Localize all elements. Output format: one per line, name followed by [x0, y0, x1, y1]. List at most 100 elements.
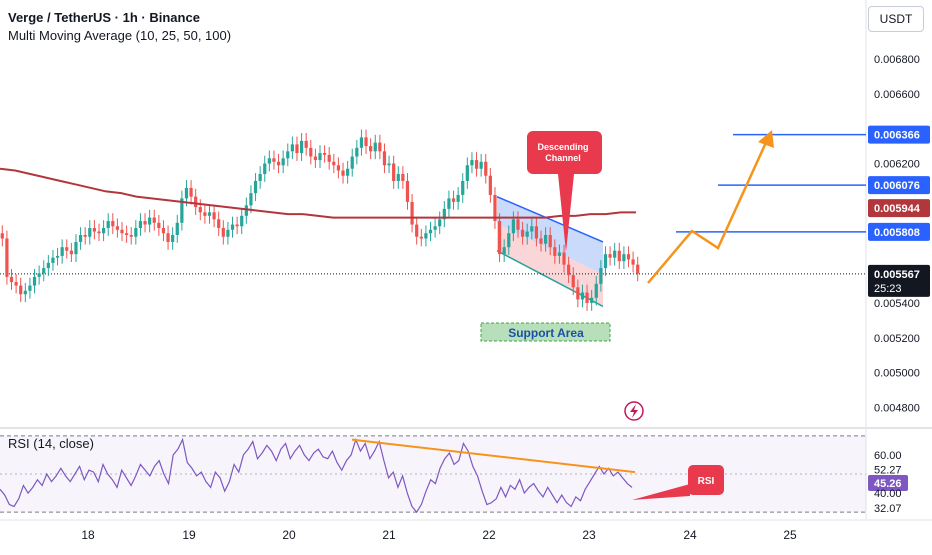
candle-body: [355, 147, 359, 157]
candle-body: [249, 193, 253, 206]
y-tick-label: 0.005000: [874, 368, 920, 380]
candle-body: [544, 235, 548, 244]
symbol-title[interactable]: Verge / TetherUS · 1h · Binance: [8, 10, 200, 25]
candle-body: [78, 235, 83, 242]
candle-body: [221, 228, 225, 237]
candle-body: [313, 156, 318, 161]
candle-body: [608, 254, 612, 258]
candle-body: [88, 228, 92, 237]
moving-average-line: [0, 167, 636, 219]
callout-label: Descending: [537, 142, 588, 152]
projection-path: [647, 137, 770, 284]
y-tick-label: 0.004800: [874, 403, 920, 415]
candle-body: [304, 140, 308, 148]
y-tick-label: 0.006800: [874, 54, 920, 66]
candle-body: [120, 229, 124, 234]
countdown-label: 25:23: [874, 283, 902, 295]
rsi-value-label: 45.26: [874, 478, 902, 490]
candle-body: [373, 142, 377, 152]
candle-body: [327, 154, 331, 162]
candle-body: [23, 290, 27, 295]
candle-body: [115, 226, 120, 230]
candle-body: [318, 153, 322, 161]
candle-body: [276, 161, 281, 166]
x-tick-label: 18: [81, 528, 95, 542]
rsi-legend[interactable]: RSI (14, close): [8, 436, 94, 451]
candle-body: [267, 158, 271, 164]
x-tick-label: 22: [482, 528, 496, 542]
candle-body: [603, 254, 608, 269]
channel-lower-fill: [497, 223, 603, 307]
currency-button[interactable]: USDT: [868, 6, 924, 32]
candle-body: [548, 235, 552, 248]
candle-body: [350, 156, 354, 169]
candle-body: [171, 235, 175, 242]
level-price-label-bg: [868, 222, 930, 241]
candle-body: [83, 235, 87, 237]
candle-body: [461, 180, 465, 195]
y-tick-label: 0.006200: [874, 159, 920, 171]
candle-body: [511, 219, 515, 234]
candle-body: [134, 228, 138, 237]
candle-body: [576, 287, 580, 300]
candle-body: [129, 235, 133, 237]
candle-body: [387, 163, 391, 166]
rsi-callout-label: RSI: [698, 476, 715, 487]
candle-body: [37, 273, 41, 277]
level-price-label: 0.005808: [874, 227, 920, 239]
callout-label: Channel: [545, 153, 581, 163]
projection-arrowhead: [758, 130, 774, 148]
candle-body: [207, 212, 212, 216]
candle-body: [184, 187, 189, 199]
candle-body: [594, 283, 598, 298]
candle-body: [530, 226, 534, 232]
candle-body: [125, 233, 129, 235]
candle-body: [92, 228, 96, 232]
candle-body: [189, 187, 193, 197]
candle-body: [101, 228, 106, 234]
candle-body: [148, 217, 152, 225]
candle-body: [364, 137, 368, 147]
level-price-label: 0.006076: [874, 180, 920, 192]
candle-body: [493, 194, 497, 222]
candle-body: [428, 229, 433, 234]
y-tick-label: 0.006600: [874, 89, 920, 101]
candle-body: [106, 221, 110, 229]
candle-body: [138, 221, 143, 229]
candle-body: [336, 165, 341, 171]
candle-body: [9, 276, 14, 283]
y-tick-label: 0.005400: [874, 298, 920, 310]
candle-body: [263, 163, 267, 174]
candle-body: [295, 144, 299, 154]
candle-body: [622, 254, 626, 262]
candle-body: [419, 236, 423, 239]
candle-body: [580, 292, 585, 300]
candle-body: [474, 160, 479, 169]
candle-body: [74, 241, 78, 255]
candle-body: [405, 180, 410, 202]
candle-body: [65, 247, 69, 251]
candle-body: [152, 217, 156, 223]
candle-body: [456, 194, 460, 202]
candle-body: [396, 173, 400, 181]
y-tick-label: 0.005200: [874, 333, 920, 345]
candle-body: [415, 224, 419, 237]
candle-body: [240, 215, 244, 227]
candle-body: [626, 254, 631, 260]
candle-body: [230, 224, 235, 230]
rsi-value-bg: [868, 475, 908, 492]
indicator-legend[interactable]: Multi Moving Average (10, 25, 50, 100): [8, 28, 232, 43]
candle-body: [369, 146, 373, 152]
candle-body: [451, 198, 456, 202]
candle-body: [161, 228, 166, 234]
candle-body: [525, 231, 529, 237]
candle-body: [590, 297, 594, 303]
candle-body: [433, 226, 437, 230]
candle-body: [447, 198, 451, 209]
channel-upper-line: [496, 195, 604, 243]
rsi-tick-label: 40.00: [874, 488, 902, 500]
x-tick-label: 20: [282, 528, 296, 542]
rsi-tick-label: 52.27: [874, 465, 902, 477]
